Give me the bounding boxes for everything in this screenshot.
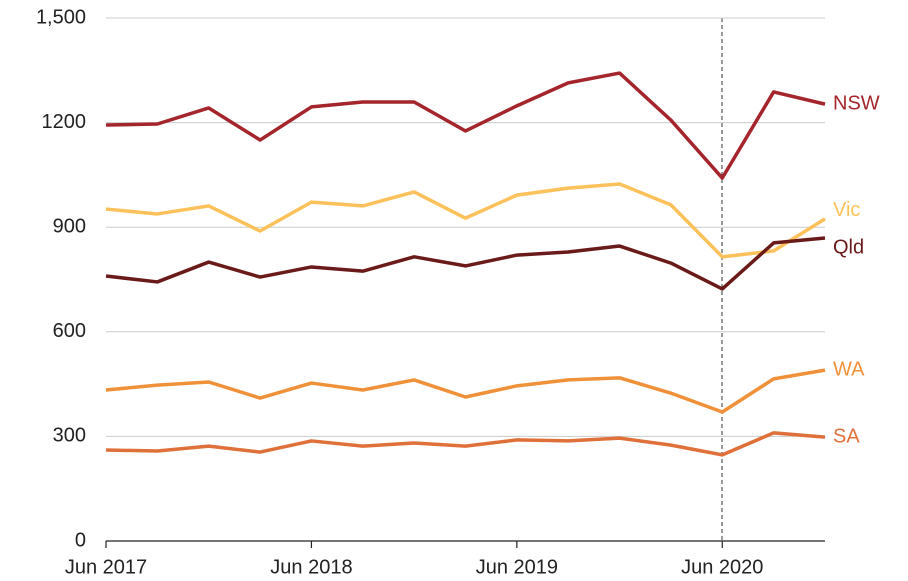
x-tick-label: Jun 2019 — [476, 556, 558, 578]
x-tick-label: Jun 2018 — [270, 556, 352, 578]
y-tick-label: 600 — [53, 320, 86, 342]
y-tick-label: 900 — [53, 215, 86, 237]
series-line — [105, 71, 826, 180]
series-label: WA — [833, 358, 865, 380]
y-tick-label: 0 — [75, 529, 86, 551]
series-label: Vic — [833, 199, 860, 221]
y-tick-label: 1,500 — [36, 6, 86, 28]
y-tick-label: 300 — [53, 425, 86, 447]
series-line — [105, 236, 826, 291]
x-tick-label: Jun 2020 — [681, 556, 763, 578]
series-label: Qld — [833, 236, 864, 258]
series-line — [105, 431, 826, 457]
series-label: SA — [833, 425, 860, 447]
series-line — [105, 368, 826, 414]
y-tick-label: 1200 — [42, 111, 87, 133]
series-label: NSW — [833, 92, 880, 114]
series-line — [105, 182, 826, 259]
x-tick-label: Jun 2017 — [65, 556, 147, 578]
